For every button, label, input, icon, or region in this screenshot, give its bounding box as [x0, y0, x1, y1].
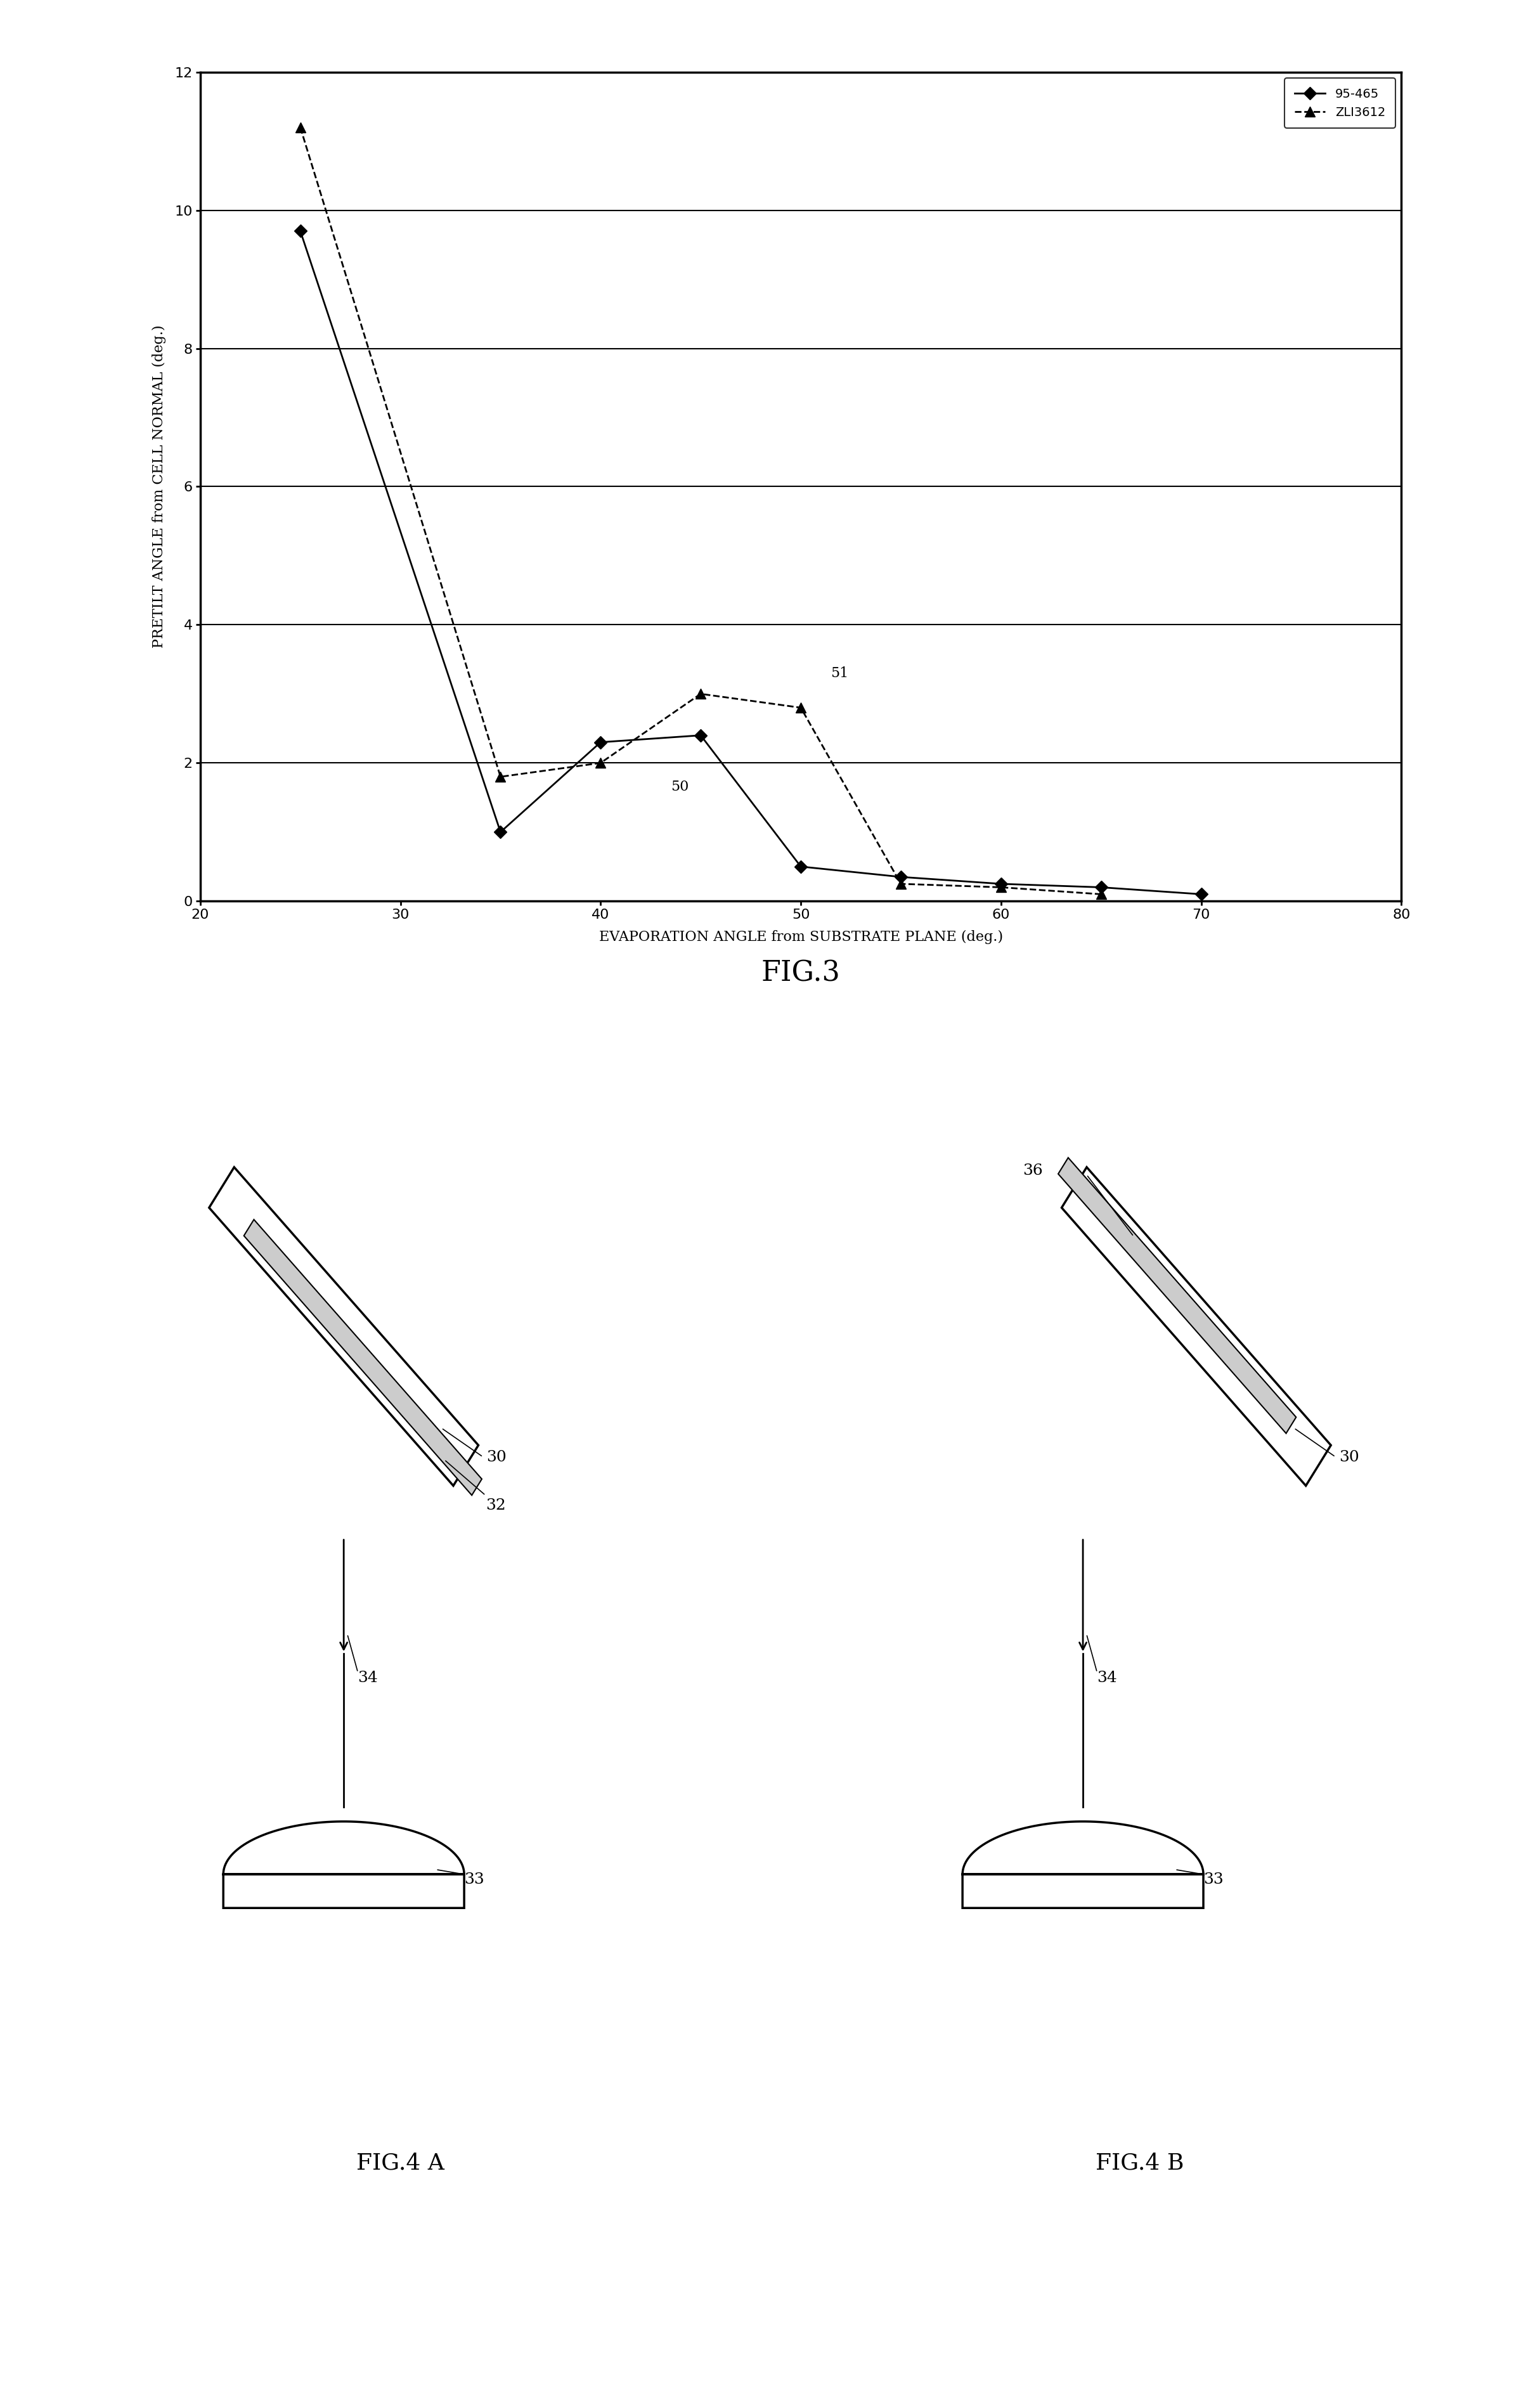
Polygon shape [962, 1821, 1203, 1908]
ZLI3612 [491, 762, 510, 791]
Text: 30: 30 [487, 1451, 507, 1466]
Text: FIG.4 B: FIG.4 B [1095, 2153, 1184, 2172]
Text: 51: 51 [832, 666, 849, 680]
Polygon shape [1058, 1158, 1297, 1432]
Text: FIG.4 A: FIG.4 A [356, 2153, 445, 2172]
Line: ZLI3612: ZLI3612 [296, 123, 1106, 899]
Text: 36: 36 [1023, 1163, 1043, 1177]
Y-axis label: PRETILT ANGLE from CELL NORMAL (deg.): PRETILT ANGLE from CELL NORMAL (deg.) [152, 324, 166, 649]
95-465 [691, 721, 710, 750]
Text: 34: 34 [357, 1670, 377, 1685]
95-465 [591, 728, 610, 757]
Text: 50: 50 [670, 781, 688, 793]
95-465 [1192, 879, 1210, 908]
Polygon shape [209, 1168, 479, 1485]
95-465 [792, 853, 810, 882]
Text: 30: 30 [1338, 1451, 1360, 1466]
X-axis label: EVAPORATION ANGLE from SUBSTRATE PLANE (deg.): EVAPORATION ANGLE from SUBSTRATE PLANE (… [599, 930, 1003, 944]
Text: 33: 33 [1203, 1872, 1223, 1886]
ZLI3612 [1092, 879, 1110, 908]
ZLI3612 [992, 872, 1010, 901]
Polygon shape [1061, 1168, 1331, 1485]
95-465 [491, 817, 510, 846]
Polygon shape [243, 1221, 482, 1495]
ZLI3612 [291, 113, 310, 142]
Text: FIG.3: FIG.3 [761, 959, 841, 988]
Text: 33: 33 [464, 1872, 484, 1886]
95-465 [992, 870, 1010, 899]
Legend: 95-465, ZLI3612: 95-465, ZLI3612 [1284, 79, 1395, 127]
Text: 32: 32 [485, 1499, 505, 1514]
Text: 34: 34 [1096, 1670, 1116, 1685]
ZLI3612 [892, 870, 910, 899]
Line: 95-465: 95-465 [296, 226, 1206, 899]
ZLI3612 [792, 694, 810, 723]
95-465 [1092, 872, 1110, 901]
95-465 [291, 216, 310, 245]
Polygon shape [223, 1821, 464, 1908]
ZLI3612 [691, 680, 710, 709]
ZLI3612 [591, 750, 610, 779]
95-465 [892, 863, 910, 892]
